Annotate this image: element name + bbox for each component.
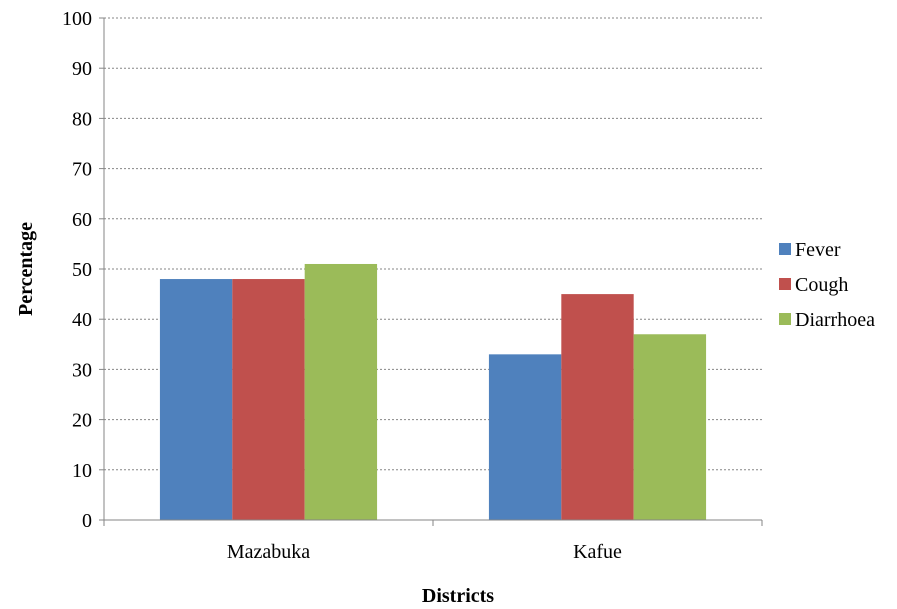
legend-label-fever: Fever xyxy=(795,239,841,261)
bar-fever-mazabuka xyxy=(159,279,233,520)
y-tick-label: 100 xyxy=(62,8,92,30)
x-tick-label: Kafue xyxy=(573,541,622,563)
bar-cough-kafue xyxy=(561,294,634,520)
bar-fever-kafue xyxy=(488,354,562,520)
legend-swatch-fever xyxy=(779,243,791,255)
x-axis-title: Districts xyxy=(422,585,494,607)
y-tick-label: 20 xyxy=(72,410,92,432)
y-tick-label: 30 xyxy=(72,359,92,381)
bar-diarrhoea-kafue xyxy=(633,334,707,520)
legend-label-diarrhoea: Diarrhoea xyxy=(795,309,875,331)
y-tick-label: 80 xyxy=(72,108,92,130)
y-axis-title: Percentage xyxy=(15,222,37,316)
y-tick-label: 0 xyxy=(82,510,92,532)
y-tick-label: 50 xyxy=(72,259,92,281)
bar-diarrhoea-mazabuka xyxy=(304,263,378,520)
legend-swatch-cough xyxy=(779,278,791,290)
y-tick-label: 70 xyxy=(72,159,92,181)
x-tick-label: Mazabuka xyxy=(227,541,310,563)
y-tick-label: 60 xyxy=(72,209,92,231)
bar-cough-mazabuka xyxy=(232,279,305,520)
x-tick-labels: Mazabuka Kafue xyxy=(103,520,763,563)
legend: Fever Cough Diarrhoea xyxy=(779,239,875,331)
y-tick-labels: 0 10 20 30 40 50 60 70 80 90 100 xyxy=(62,8,104,532)
legend-label-cough: Cough xyxy=(795,274,848,296)
y-tick-label: 10 xyxy=(72,460,92,482)
y-tick-label: 90 xyxy=(72,58,92,80)
bars xyxy=(159,263,707,520)
legend-swatch-diarrhoea xyxy=(779,313,791,325)
y-tick-label: 40 xyxy=(72,309,92,331)
